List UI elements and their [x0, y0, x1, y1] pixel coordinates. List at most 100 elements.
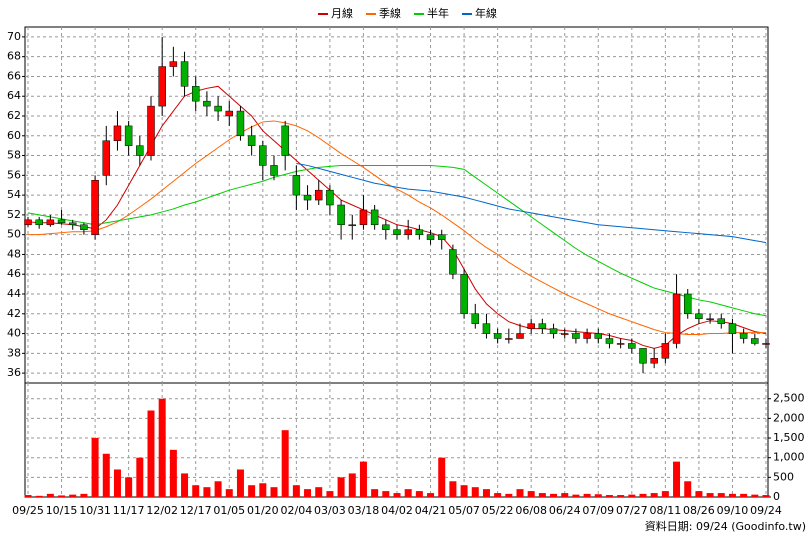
y-tick-label: 42 — [7, 307, 21, 320]
y2-tick-label: 0 — [773, 490, 780, 503]
x-tick-label: 08/26 — [683, 504, 715, 517]
x-tick-label: 09/24 — [750, 504, 782, 517]
candle-body — [594, 333, 603, 339]
volume-bar — [550, 493, 558, 497]
x-tick-label: 06/08 — [515, 504, 547, 517]
volume-bar — [471, 487, 479, 497]
y-tick-label: 48 — [7, 247, 21, 260]
candle-body — [516, 333, 524, 339]
y-tick-label: 66 — [7, 69, 21, 82]
volume-bar — [102, 453, 110, 497]
volume-bar — [35, 495, 43, 497]
x-tick-label: 10/31 — [79, 504, 111, 517]
volume-bar — [125, 477, 133, 497]
volume-bar — [91, 438, 99, 497]
x-tick-label: 07/09 — [582, 504, 614, 517]
volume-bar — [136, 457, 144, 497]
y2-tick-label: 1,500 — [773, 431, 805, 444]
volume-bar — [270, 487, 278, 497]
x-tick-label: 05/22 — [482, 504, 514, 517]
x-tick-label: 09/25 — [12, 504, 44, 517]
candle-body — [124, 125, 133, 146]
volume-bar — [292, 485, 300, 497]
x-tick-label: 05/07 — [448, 504, 480, 517]
y2-tick-label: 2,500 — [773, 392, 805, 405]
volume-bar — [348, 473, 356, 497]
candle-body — [158, 66, 166, 107]
y-tick-label: 38 — [7, 346, 21, 359]
x-tick-label: 02/04 — [281, 504, 313, 517]
volume-bar — [169, 449, 177, 497]
volume-bar — [337, 477, 345, 497]
ma-line — [28, 120, 766, 336]
candle-body — [460, 273, 468, 315]
volume-bar — [181, 473, 189, 497]
x-tick-label: 09/10 — [717, 504, 749, 517]
candle-body — [303, 194, 312, 201]
source-note: 資料日期: 09/24 (Goodinfo.tw) — [645, 519, 806, 533]
y-tick-label: 44 — [7, 287, 21, 300]
candle-body — [471, 313, 480, 324]
volume-bar — [158, 398, 166, 497]
candle-body — [728, 323, 737, 334]
volume-bar — [482, 489, 490, 497]
candle-body — [91, 180, 99, 235]
volume-bar — [751, 494, 759, 497]
volume-bar — [605, 495, 613, 497]
volume-bar — [359, 461, 367, 497]
volume-bar — [225, 489, 233, 497]
candle-body — [538, 323, 547, 329]
candle-body — [203, 100, 211, 107]
volume-bar — [236, 469, 244, 497]
x-tick-label: 04/21 — [415, 504, 447, 517]
candle-body — [404, 229, 412, 235]
candle-body — [549, 328, 558, 334]
candle-body — [169, 61, 178, 67]
x-tick-label: 03/18 — [348, 504, 380, 517]
volume-bar — [113, 469, 121, 497]
candle-body — [739, 333, 748, 339]
volume-bar — [639, 493, 647, 497]
y-tick-label: 46 — [7, 267, 21, 280]
candle-body — [337, 204, 345, 226]
volume-bar — [80, 493, 88, 497]
x-tick-label: 01/20 — [247, 504, 279, 517]
x-tick-label: 04/02 — [381, 504, 413, 517]
candle-body — [180, 61, 189, 87]
y-tick-label: 50 — [7, 228, 21, 241]
candle-body — [348, 224, 357, 227]
volume-bar — [382, 491, 390, 497]
volume-bar — [650, 493, 658, 497]
candle-body — [393, 229, 401, 235]
volume-bar — [192, 485, 200, 497]
candle-body — [214, 105, 222, 112]
x-tick-label: 07/27 — [616, 504, 648, 517]
candle-body — [437, 234, 446, 240]
legend-label: 年線 — [475, 6, 497, 20]
candle-body — [326, 189, 334, 206]
volume-bar — [695, 491, 703, 497]
y-tick-label: 52 — [7, 208, 21, 221]
candle-body — [605, 338, 614, 344]
candle-body — [247, 135, 256, 146]
candle-body — [292, 175, 301, 196]
volume-bar — [214, 481, 222, 497]
volume-bar — [46, 493, 54, 497]
candle-body — [147, 105, 155, 156]
candle-body — [751, 338, 759, 344]
volume-bar — [371, 489, 379, 497]
y-tick-label: 54 — [7, 188, 21, 201]
x-tick-label: 03/03 — [314, 504, 346, 517]
volume-bar — [315, 487, 323, 497]
volume-bar — [248, 485, 256, 497]
volume-bar — [58, 495, 66, 497]
volume-bar — [561, 493, 569, 497]
candle-body — [415, 229, 424, 235]
candle-body — [314, 189, 323, 201]
candle-body — [706, 318, 714, 320]
candle-body — [281, 125, 289, 156]
candle-body — [113, 125, 122, 141]
volume-bar — [628, 494, 636, 497]
volume-bar — [494, 493, 502, 497]
